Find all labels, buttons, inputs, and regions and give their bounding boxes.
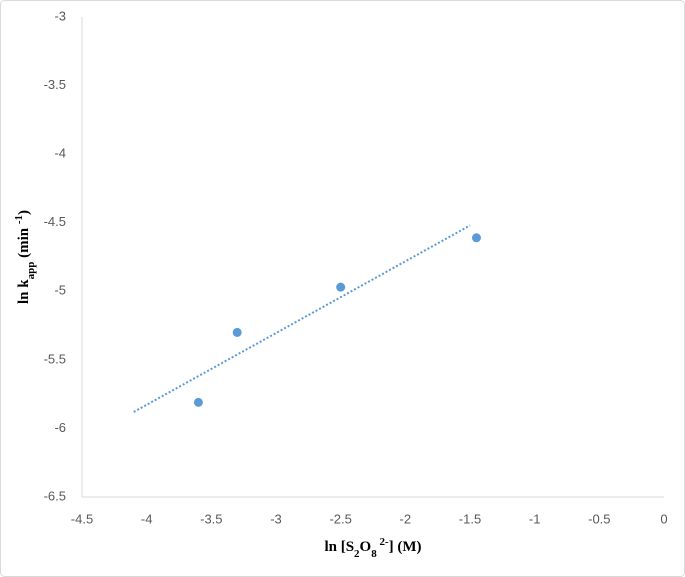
y-tick-label: -4.5 xyxy=(44,214,66,229)
data-point xyxy=(232,327,242,337)
x-axis-label-part: 8 xyxy=(371,548,377,560)
y-axis-label-part: ln k xyxy=(16,279,32,304)
x-tick-label: 0 xyxy=(660,511,667,526)
x-tick-label: -1 xyxy=(529,511,541,526)
y-axis-label: ln kapp (min -1) xyxy=(13,210,37,304)
y-tick-label: -6.5 xyxy=(44,488,66,503)
x-tick-label: -4 xyxy=(141,511,153,526)
x-axis-label: ln [S2O8 2-] (M) xyxy=(324,536,421,560)
y-tick-label: -3 xyxy=(54,8,66,23)
x-axis-label-part: ] (M) xyxy=(389,539,422,555)
trendline xyxy=(133,224,471,413)
x-tick-label: -0.5 xyxy=(588,511,610,526)
y-tick-label: -6 xyxy=(54,420,66,435)
data-point xyxy=(471,233,481,243)
y-tick-label: -5 xyxy=(54,283,66,298)
data-point xyxy=(193,397,203,407)
x-axis-label-part: 2 xyxy=(354,548,360,560)
y-tick-label: -3.5 xyxy=(44,77,66,92)
x-tick-label: -2.5 xyxy=(329,511,351,526)
y-tick-label: -5.5 xyxy=(44,351,66,366)
y-axis-label-part: ) xyxy=(16,210,32,215)
y-axis-label-part: (min xyxy=(16,224,32,262)
data-point xyxy=(336,282,346,292)
x-tick-label: -3.5 xyxy=(200,511,222,526)
x-axis-label-part: ln [S xyxy=(324,539,354,555)
x-axis-label-part: O xyxy=(360,539,372,555)
y-tick-label: -4 xyxy=(54,146,66,161)
x-axis-label-part: 2- xyxy=(377,536,389,548)
x-tick-label: -1.5 xyxy=(459,511,481,526)
y-axis-label-part: app xyxy=(25,262,37,280)
y-axis-label-part: -1 xyxy=(13,215,25,224)
x-tick-label: -4.5 xyxy=(71,511,93,526)
x-tick-label: -3 xyxy=(270,511,282,526)
x-tick-label: -2 xyxy=(400,511,412,526)
